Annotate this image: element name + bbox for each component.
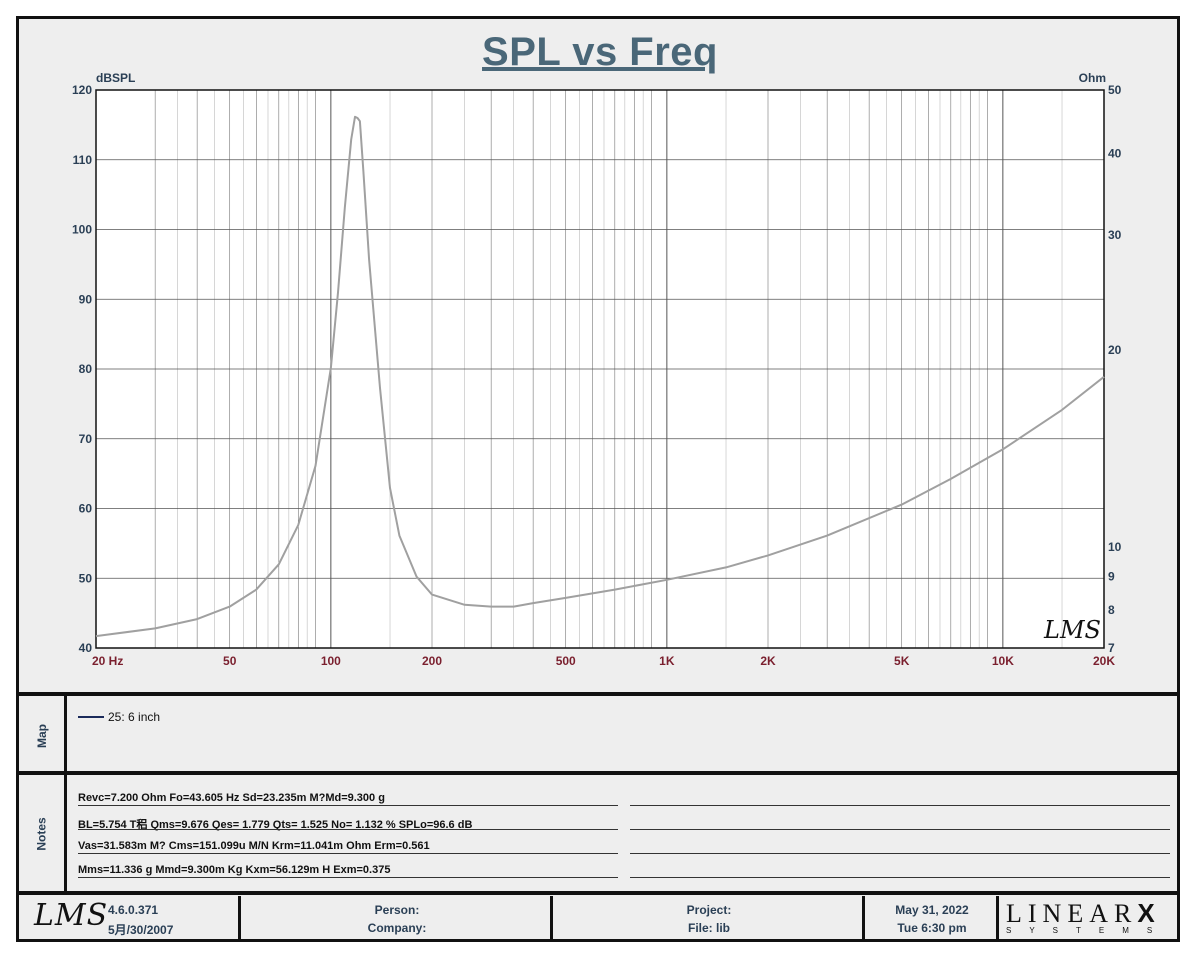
x-tick-label: 20 Hz [92, 654, 123, 668]
separator-map-notes [16, 771, 1180, 775]
y-right-tick-label: 20 [1108, 343, 1122, 357]
y-right-tick-label: 9 [1108, 570, 1115, 584]
linearx-subtitle: SYSTEMS [1006, 926, 1171, 935]
separator-chart-map [16, 692, 1180, 696]
note-rule [630, 829, 1170, 830]
y-left-tick-label: 110 [73, 153, 93, 167]
lms-watermark: LMS [1043, 616, 1101, 644]
x-tick-label: 200 [422, 654, 442, 668]
footer-lms-logo: LMS [34, 898, 109, 933]
note-rule [78, 853, 618, 854]
x-tick-label: 2K [760, 654, 776, 668]
note-line-3: Vas=31.583m M? Cms=151.099u M/N Krm=11.0… [78, 840, 430, 852]
note-rule [630, 877, 1170, 878]
x-tick-label: 50 [223, 654, 237, 668]
legend-swatch [78, 716, 104, 718]
notes-section-label: Notes [35, 817, 49, 851]
chart-svg: 20 Hz 50 100 200 500 1K 2K 5K 10K 20K 40 50 60 70 80 90… [72, 71, 1122, 668]
x-tick-label: 20K [1093, 654, 1115, 668]
x-tick-label: 10K [992, 654, 1014, 668]
y-left-axis-label: dBSPL [96, 71, 135, 85]
note-line-1: Revc=7.200 Ohm Fo=43.605 Hz Sd=23.235m M… [78, 792, 385, 804]
footer-file: File: lib [688, 921, 730, 935]
footer-logo-cell [19, 896, 241, 940]
x-tick-label: 5K [894, 654, 910, 668]
x-tick-label: 500 [556, 654, 576, 668]
series-line-impedance [95, 115, 1105, 638]
footer-date: May 31, 2022 [895, 903, 969, 917]
y-left-tick-label: 120 [72, 83, 92, 97]
y-left-tick-label: 40 [79, 641, 93, 655]
chart-title: SPL vs Freq [482, 30, 718, 74]
note-rule [78, 877, 618, 878]
x-tick-label: 100 [321, 654, 341, 668]
y-right-tick-label: 7 [1108, 641, 1115, 655]
footer-time: Tue 6:30 pm [897, 921, 967, 935]
y-right-tick-label: 10 [1108, 540, 1122, 554]
linearx-logo: LINEARX [1006, 898, 1155, 928]
map-section-label: Map [35, 724, 49, 748]
note-line-2: BL=5.754 T稆 Qms=9.676 Qes= 1.779 Qts= 1.… [78, 819, 473, 831]
footer-date-cell [865, 896, 999, 940]
y-left-tick-label: 80 [79, 362, 93, 376]
y-right-tick-label: 8 [1108, 603, 1115, 617]
y-left-tick-label: 100 [72, 223, 92, 237]
legend-entry: 25: 6 inch [108, 710, 161, 724]
separator-notes-footer [16, 891, 1180, 895]
note-rule [630, 805, 1170, 806]
y-right-tick-label: 40 [1108, 146, 1122, 160]
y-right-tick-label: 50 [1108, 83, 1122, 97]
note-rule [630, 853, 1170, 854]
footer-version-date: 5月/30/2007 [108, 923, 174, 937]
x-tick-label: 1K [659, 654, 675, 668]
y-left-tick-label: 60 [79, 502, 93, 516]
footer-version: 4.6.0.371 [108, 903, 159, 917]
footer-person-cell [241, 896, 553, 940]
footer-company: Company: [367, 921, 427, 935]
note-rule [78, 805, 618, 806]
footer-person: Person: [374, 903, 420, 917]
y-left-tick-label: 50 [79, 571, 93, 585]
footer-project: Project: [686, 903, 732, 917]
y-right-tick-label: 30 [1108, 228, 1122, 242]
footer-project-cell [553, 896, 865, 940]
side-label-divider [64, 696, 67, 892]
plot-border [95, 89, 1105, 649]
y-left-tick-label: 70 [79, 432, 93, 446]
y-left-tick-label: 90 [79, 292, 93, 306]
y-right-axis-label: Ohm [1079, 71, 1106, 85]
note-line-4: Mms=11.336 g Mmd=9.300m Kg Kxm=56.129m H… [78, 864, 391, 876]
note-rule [78, 829, 618, 830]
